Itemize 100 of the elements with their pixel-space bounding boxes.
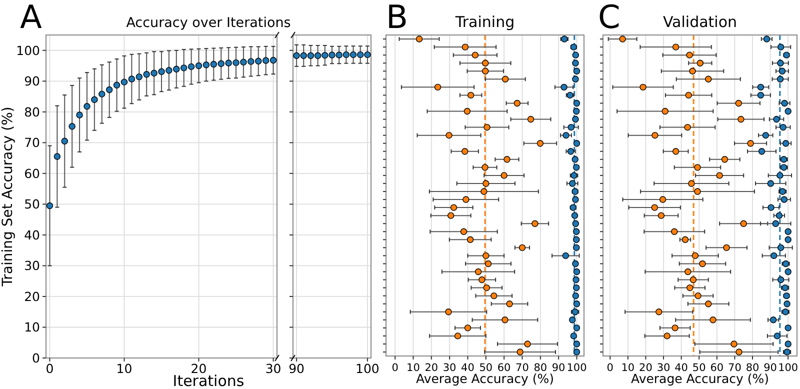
point	[690, 276, 697, 284]
x-axis-title: Average Accuracy (%)	[631, 371, 769, 386]
point	[659, 196, 666, 203]
x-tick-label: 90	[552, 362, 566, 374]
x-tick-label: 30	[265, 361, 282, 376]
point	[784, 236, 792, 243]
point	[106, 86, 113, 94]
y-tick-label: 20	[24, 288, 40, 304]
point	[572, 220, 579, 227]
point	[150, 70, 158, 76]
point	[248, 58, 254, 65]
point	[672, 324, 678, 332]
point	[180, 64, 188, 72]
y-tick-label: 80	[24, 104, 40, 120]
point	[710, 316, 716, 324]
point	[573, 284, 580, 292]
point	[699, 260, 706, 268]
point	[166, 67, 172, 74]
point	[572, 52, 579, 58]
point	[450, 204, 458, 211]
x-tick-label: 40	[674, 362, 688, 374]
point	[573, 300, 580, 308]
x-tick-label: 70	[728, 362, 742, 374]
point	[688, 180, 695, 187]
point	[143, 71, 150, 78]
point	[777, 244, 784, 252]
point	[770, 252, 778, 260]
x-tick-label: 100	[566, 362, 587, 374]
point	[784, 108, 792, 115]
point	[662, 108, 668, 115]
point	[672, 148, 680, 155]
point	[76, 112, 83, 118]
point	[68, 123, 76, 130]
point	[464, 108, 471, 115]
point	[84, 103, 90, 110]
point	[684, 124, 691, 131]
point	[255, 58, 262, 64]
x-tick-label: 80	[746, 362, 760, 374]
point	[740, 220, 747, 227]
point	[504, 156, 510, 163]
point	[506, 300, 513, 308]
x-tick-label: 20	[424, 362, 438, 374]
point	[573, 268, 580, 276]
x-tick-label: 0	[606, 362, 614, 374]
point	[466, 236, 474, 243]
point	[472, 52, 479, 58]
y-tick-label: 40	[24, 227, 40, 242]
point	[527, 116, 534, 123]
point	[656, 308, 662, 316]
point	[461, 148, 468, 155]
point	[270, 56, 277, 64]
x-tick-label: 100	[778, 362, 798, 374]
point	[780, 124, 786, 131]
point	[562, 132, 570, 139]
point	[658, 212, 665, 219]
point	[776, 212, 783, 219]
point	[536, 140, 544, 147]
point	[136, 73, 142, 80]
y-tick-label: 10	[24, 320, 40, 335]
point	[716, 172, 723, 179]
point	[762, 132, 770, 139]
point	[532, 220, 538, 227]
point	[721, 156, 728, 163]
point	[723, 244, 730, 252]
point	[448, 212, 454, 219]
x-tick-label: 70	[516, 362, 529, 374]
point	[446, 132, 452, 139]
point	[480, 188, 488, 195]
point	[573, 68, 580, 74]
point	[573, 324, 580, 332]
point	[516, 348, 524, 356]
point	[784, 324, 792, 332]
point	[573, 164, 580, 171]
x-tick-label: 10	[406, 362, 420, 374]
point	[462, 44, 469, 50]
x-tick-label: 60	[497, 362, 511, 374]
chart-title: Accuracy over Iterations	[126, 15, 291, 31]
point	[262, 57, 270, 64]
point	[705, 76, 712, 82]
point	[218, 60, 224, 67]
point	[467, 92, 474, 99]
point	[482, 164, 488, 171]
point	[210, 60, 218, 68]
point	[770, 316, 777, 324]
point	[502, 76, 509, 82]
x-tick-label: 50	[692, 362, 706, 374]
text: A	[20, 0, 42, 36]
point	[736, 348, 742, 356]
y-tick-label: 70	[24, 135, 40, 150]
point	[784, 228, 792, 235]
point	[568, 124, 574, 131]
point	[572, 292, 579, 300]
point	[776, 76, 784, 82]
point	[757, 84, 764, 91]
point	[524, 340, 531, 348]
point	[672, 44, 680, 50]
point	[454, 332, 462, 340]
point	[686, 284, 694, 292]
x-tick-label: 30	[442, 362, 456, 374]
point	[705, 300, 712, 308]
